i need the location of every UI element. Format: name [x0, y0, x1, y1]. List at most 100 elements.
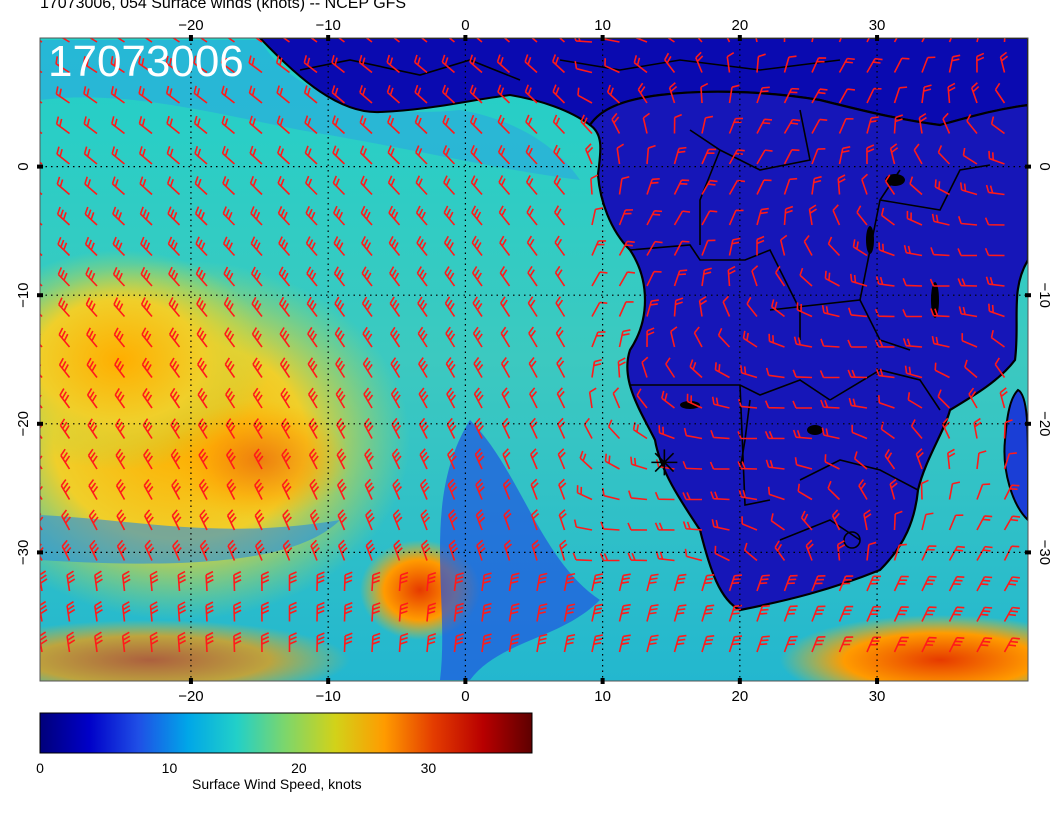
wind-barb	[166, 176, 181, 196]
wind-barb	[398, 571, 409, 592]
wind-barb	[738, 489, 758, 501]
wind-barb	[501, 387, 511, 409]
wind-barb	[66, 570, 76, 592]
wind-barb	[56, 146, 70, 165]
wind-barb	[221, 85, 235, 104]
wind-barb	[673, 269, 688, 287]
wind-barb	[800, 510, 813, 531]
wind-barb	[524, 84, 538, 104]
wind-barb	[193, 115, 208, 135]
wind-barb	[554, 205, 566, 226]
wind-barb	[443, 235, 456, 256]
wind-barb	[618, 573, 631, 592]
wind-barb	[1003, 484, 1020, 500]
wind-barb	[612, 387, 621, 409]
wind-barb	[893, 114, 904, 134]
wind-barb	[275, 55, 290, 74]
wind-barb	[481, 602, 492, 622]
wind-barb	[751, 265, 759, 287]
wind-barb	[524, 38, 538, 43]
lat-right-label: −30	[1036, 540, 1053, 565]
wind-barb	[336, 448, 347, 470]
wind-barb	[976, 576, 993, 592]
wind-barb	[701, 148, 717, 165]
wind-barb	[796, 302, 813, 318]
wind-barb	[630, 456, 648, 470]
wind-barb	[391, 448, 402, 470]
wind-barb	[799, 267, 813, 287]
wind-barb	[880, 421, 895, 440]
wind-barb	[307, 387, 318, 409]
wind-barb	[756, 86, 770, 104]
wind-barb	[254, 478, 264, 500]
wind-barb	[756, 605, 770, 622]
frame-ticks	[37, 35, 1031, 684]
wind-barb	[959, 182, 978, 196]
wind-barb	[251, 296, 263, 317]
lat-tick-mark	[1025, 164, 1031, 169]
wind-barb	[721, 38, 731, 43]
wind-barb	[470, 175, 483, 196]
wind-barb	[673, 179, 690, 195]
wind-barb	[636, 388, 648, 409]
wind-barb	[591, 207, 604, 226]
wind-barb	[866, 606, 881, 622]
wind-barb	[585, 143, 594, 165]
wind-barb	[447, 448, 457, 470]
wind-barb	[443, 205, 456, 226]
wind-barb	[497, 84, 511, 104]
wind-barb	[389, 266, 401, 287]
wind-barb	[714, 362, 730, 379]
wind-barb	[572, 38, 593, 43]
wind-barb	[811, 88, 828, 104]
wind-barb	[968, 387, 978, 409]
wind-barb	[838, 57, 855, 73]
wind-barb	[847, 369, 868, 379]
wind-barb	[66, 631, 76, 653]
wind-barb	[591, 240, 607, 256]
wind-barb	[985, 184, 1005, 196]
wind-barb	[866, 38, 883, 43]
wind-barb	[957, 248, 978, 257]
wind-barb	[563, 572, 576, 592]
wind-barb	[553, 175, 566, 196]
wind-barb	[524, 54, 538, 74]
wind-barb	[85, 297, 98, 318]
wind-barb	[371, 632, 381, 653]
wind-barb	[756, 207, 769, 226]
wind-barb	[838, 38, 854, 43]
wind-barb	[654, 491, 675, 501]
wind-barb	[277, 145, 291, 165]
wind-barb	[1003, 419, 1013, 439]
wind-barb	[343, 602, 353, 622]
wind-barb	[990, 330, 1005, 348]
wind-barb	[391, 417, 402, 439]
wind-barb	[1003, 515, 1021, 531]
wind-barb	[976, 52, 985, 73]
wind-barb	[529, 387, 538, 409]
wind-barb	[646, 604, 659, 622]
lakes	[680, 174, 939, 435]
wind-barb	[280, 418, 291, 439]
wind-barb	[419, 448, 430, 470]
wind-barb	[580, 114, 593, 135]
wind-barb	[444, 296, 456, 317]
wind-barb	[277, 206, 291, 226]
wind-barb	[453, 602, 464, 622]
wind-barb	[143, 509, 154, 531]
wind-barb	[197, 357, 208, 378]
wind-barb	[588, 387, 597, 409]
wind-barb	[86, 388, 98, 409]
wind-barb	[551, 38, 566, 43]
wind-barb	[448, 539, 459, 561]
lat-right-label: 0	[1036, 162, 1053, 170]
colorbar-tick-label: 0	[36, 760, 44, 776]
wind-barb	[803, 234, 813, 256]
wind-barb	[445, 357, 456, 378]
wind-barb	[774, 540, 786, 561]
wind-barb	[86, 357, 98, 378]
wind-barb	[646, 177, 660, 195]
wind-barb	[172, 539, 182, 561]
wind-barb	[360, 175, 373, 196]
wind-barb	[673, 240, 690, 256]
